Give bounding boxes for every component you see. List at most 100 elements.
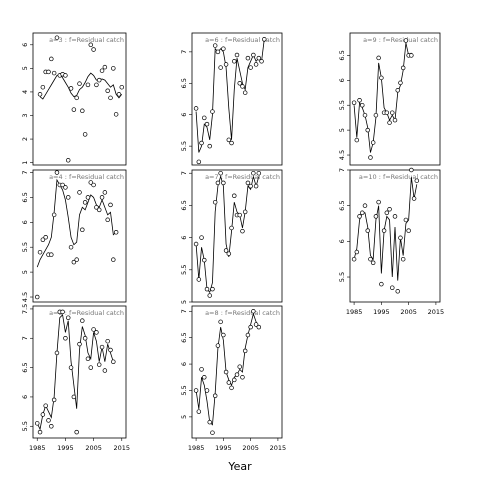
observed-point	[226, 380, 232, 385]
x-tick-label: 1995	[57, 444, 74, 452]
observed-point	[111, 359, 116, 364]
observed-point	[245, 55, 251, 61]
observed-point	[414, 178, 420, 183]
observed-point	[63, 336, 68, 341]
observed-point	[242, 348, 248, 354]
observed-point	[210, 430, 215, 435]
observed-point	[390, 285, 395, 290]
observed-point	[400, 65, 406, 71]
observed-point	[82, 200, 88, 205]
y-tick-label: 6	[338, 239, 346, 243]
observed-point	[204, 388, 210, 393]
observed-point	[253, 183, 259, 189]
observed-point	[354, 249, 360, 255]
observed-point	[387, 120, 392, 125]
y-tick-label: 6.5	[338, 50, 346, 60]
observed-point	[68, 365, 74, 370]
x-tick-label: 2005	[400, 308, 417, 316]
observed-point	[376, 55, 381, 61]
y-tick-label: 6	[21, 43, 29, 47]
x-tick-label: 2015	[428, 308, 445, 316]
observed-point	[368, 155, 373, 160]
y-tick-label: 7	[180, 50, 188, 54]
x-tick-label: 1985	[346, 308, 363, 316]
observed-point	[102, 64, 108, 70]
observed-point	[193, 241, 199, 247]
observed-point	[218, 319, 223, 325]
observed-point	[113, 230, 119, 235]
fitted-line	[39, 72, 123, 100]
observed-point	[108, 202, 113, 208]
x-tick-label: 2005	[242, 444, 259, 452]
panel-label: a=7 : f=Residual catch	[205, 173, 280, 181]
observed-point	[111, 257, 116, 262]
observed-point	[34, 294, 40, 300]
observed-point	[202, 375, 207, 380]
x-tick-label: 1995	[215, 444, 232, 452]
y-tick-label: 3	[21, 113, 29, 117]
observed-point	[88, 180, 94, 185]
panel-frame	[32, 169, 127, 303]
observed-point	[80, 227, 85, 233]
panel-a6: a=6 : f=Residual catch 5.5 6 6.5 7	[180, 32, 283, 166]
observed-point	[256, 324, 262, 330]
observed-point	[218, 65, 223, 70]
y-tick-label: 7.5	[21, 304, 29, 314]
observed-point	[49, 56, 54, 62]
observed-point	[96, 77, 102, 83]
observed-point	[240, 375, 245, 380]
y-tick-label: 6.5	[180, 200, 188, 210]
y-tick-label: 5.5	[338, 100, 346, 110]
observed-point	[357, 97, 362, 103]
y-tick-label: 6	[180, 362, 188, 366]
panel-a5: a=5 : f=Residual catch 5.5 6 6.5 7 7.5 1985 199…	[21, 304, 130, 452]
observed-point	[54, 35, 60, 40]
y-tick-label: 6.5	[180, 333, 188, 343]
panel-frame	[191, 32, 283, 166]
observed-point	[387, 206, 392, 212]
y-tick-label: 4.5	[21, 292, 29, 302]
observed-point	[234, 52, 240, 58]
observed-point	[119, 84, 125, 90]
observed-point	[237, 81, 242, 86]
observed-point	[351, 100, 357, 105]
observed-point	[196, 159, 202, 165]
x-tick-label: 2015	[270, 444, 287, 452]
observed-point	[253, 322, 259, 327]
observed-point	[232, 59, 237, 64]
y-tick-label: 7	[180, 309, 188, 313]
panel-frame	[32, 32, 127, 166]
observed-point	[85, 356, 91, 362]
y-tick-label: 6.5	[21, 192, 29, 202]
observed-point	[398, 235, 403, 241]
observed-point	[384, 210, 390, 216]
observed-point	[384, 110, 390, 115]
y-tick-label: 5.5	[180, 141, 188, 151]
y-tick-label: 5.5	[21, 421, 29, 431]
observed-point	[193, 388, 199, 393]
observed-point	[221, 332, 226, 338]
panel-frame	[349, 32, 441, 166]
observed-point	[193, 106, 199, 111]
y-tick-label: 6	[180, 113, 188, 117]
panel-a3: a=3 : f=Residual catch 1 2 3 4 5 6	[21, 32, 127, 166]
y-tick-label: 4	[21, 90, 29, 94]
observed-point	[221, 46, 226, 51]
fitted-line	[36, 178, 117, 268]
observed-point	[37, 429, 43, 435]
observed-point	[74, 257, 79, 262]
observed-point	[116, 92, 122, 97]
observed-point	[406, 228, 411, 233]
observed-point	[43, 234, 48, 240]
observed-point	[242, 209, 248, 215]
observed-point	[91, 327, 96, 332]
observed-point	[199, 367, 204, 372]
observed-point	[196, 409, 202, 414]
y-tick-label: 6.5	[21, 362, 29, 372]
observed-point	[215, 343, 221, 348]
observed-point	[403, 38, 409, 43]
x-tick-label: 2005	[85, 444, 102, 452]
observed-point	[102, 368, 108, 373]
y-tick-label: 6	[21, 395, 29, 399]
observed-point	[68, 86, 74, 91]
